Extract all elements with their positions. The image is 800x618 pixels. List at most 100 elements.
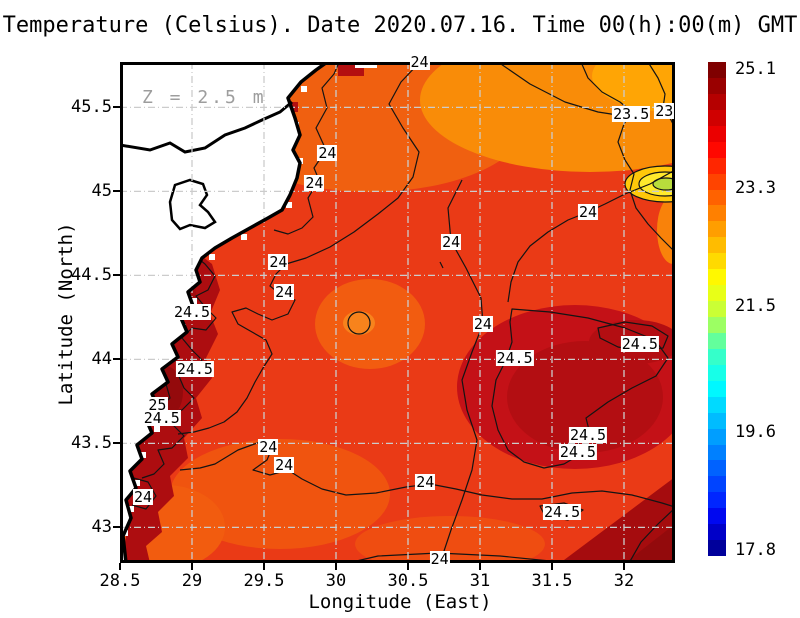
x-axis-tick	[191, 563, 193, 570]
river-line	[120, 100, 293, 154]
contour-label: 24	[274, 456, 295, 475]
y-tick-label: 45	[91, 181, 112, 202]
x-axis-tick	[551, 563, 553, 570]
colorbar-segment	[708, 253, 726, 270]
colorbar-segment	[708, 460, 726, 477]
coastline	[121, 62, 331, 563]
y-axis-tick	[113, 442, 120, 445]
colorbar-segment	[708, 285, 726, 302]
colorbar-segment	[708, 364, 726, 381]
x-axis-tick	[623, 563, 625, 570]
colorbar-segment	[708, 476, 726, 493]
colorbar-segment	[708, 332, 726, 349]
colorbar-tick-label: 21.5	[735, 296, 776, 317]
depth-annotation: Z = 2.5 m	[142, 87, 267, 108]
plot-frame	[120, 62, 675, 563]
contour-label: 24	[268, 252, 289, 271]
x-tick-label: 28.5	[99, 571, 141, 591]
contour-label: 24	[317, 143, 338, 162]
y-tick-label: 44.5	[71, 265, 112, 286]
colorbar-segment	[708, 141, 726, 158]
x-axis-tick	[407, 563, 409, 570]
colorbar-segment	[708, 444, 726, 461]
y-axis-tick	[113, 358, 120, 361]
contour-label: 24	[258, 437, 279, 456]
x-tick-label: 32	[613, 571, 635, 591]
contour-label: 24	[274, 283, 295, 302]
colorbar-segment	[708, 205, 726, 222]
sea-shading	[120, 62, 675, 563]
x-tick-label: 29	[181, 571, 203, 591]
contour-label: 24.5	[495, 348, 534, 367]
contour-label: 25	[147, 395, 168, 414]
colorbar-segment	[708, 173, 726, 190]
colorbar	[708, 62, 726, 557]
x-axis-tick	[479, 563, 481, 570]
contour-label: 24	[415, 473, 436, 491]
x-tick-label: 30	[325, 571, 347, 591]
colorbar-segment	[708, 301, 726, 317]
colorbar-segment	[708, 109, 726, 126]
x-tick-label: 31.5	[531, 571, 573, 591]
contour-label: 24.5	[543, 503, 582, 522]
map-plot-area: Z = 2.5 m 24 23.5 23 24 24 24 24 24 24 24.5 24 24.5…	[120, 54, 675, 568]
contour-label: 24.5	[620, 335, 659, 354]
colorbar-segment	[708, 221, 726, 238]
colorbar-segment	[708, 380, 726, 397]
x-axis-tick	[119, 563, 121, 570]
colorbar-segment	[708, 428, 726, 445]
contour-label: 24	[429, 550, 450, 569]
x-axis-tick	[263, 563, 265, 570]
colorbar-segment	[708, 77, 726, 94]
colorbar-segment	[708, 524, 726, 541]
colorbar-segment	[708, 237, 726, 254]
contour-label: 24.5	[558, 442, 597, 461]
colorbar-segment	[708, 317, 726, 333]
y-tick-label: 43	[91, 517, 112, 538]
gridlines	[120, 62, 675, 563]
x-axis-tick	[335, 563, 337, 570]
colorbar-segment	[708, 125, 726, 142]
colorbar-segment	[708, 396, 726, 413]
y-axis-tick	[113, 526, 120, 529]
colorbar-segment	[708, 157, 726, 174]
x-axis-title: Longitude (East)	[308, 591, 492, 613]
contour-label: 24.5	[175, 360, 214, 379]
page-title: Temperature (Celsius). Date 2020.07.16. …	[2, 13, 798, 38]
colorbar-segment	[708, 412, 726, 429]
y-tick-label: 44	[91, 349, 112, 370]
colorbar-tick-label: 25.1	[735, 59, 776, 80]
contour-label: 24	[409, 53, 430, 71]
y-axis-title: Latitude (North)	[55, 222, 77, 406]
colorbar-segment	[708, 540, 726, 557]
contour-label: 24	[577, 202, 599, 221]
temperature-contour-map	[120, 62, 675, 563]
contour-label: 24	[133, 488, 154, 507]
contour-label: 24	[304, 173, 325, 192]
contour-label: 24.5	[172, 303, 212, 322]
contour-label: 24.5	[142, 409, 181, 428]
colorbar-segment	[708, 492, 726, 509]
colorbar-segment	[708, 93, 726, 110]
y-tick-label: 45.5	[71, 97, 112, 118]
x-tick-label: 29.5	[243, 571, 285, 591]
y-tick-label: 43.5	[71, 433, 112, 454]
y-axis-tick	[113, 190, 120, 193]
colorbar-tick-label: 23.3	[735, 177, 776, 198]
contour-label: 23.5	[612, 105, 651, 124]
colorbar-segment	[708, 62, 726, 78]
contour-label: 23	[654, 101, 675, 120]
y-axis-tick	[113, 274, 120, 277]
colorbar-segment	[708, 348, 726, 365]
contour-label: 24.5	[568, 425, 608, 444]
colorbar-tick-label: 19.6	[735, 421, 776, 442]
colorbar-tick-label: 17.8	[735, 540, 776, 561]
colorbar-segment	[708, 269, 726, 286]
contour-label: 24	[472, 315, 493, 334]
colorbar-segment	[708, 508, 726, 525]
x-tick-label: 30.5	[387, 571, 429, 591]
colorbar-segment	[708, 189, 726, 206]
x-tick-label: 31	[469, 571, 491, 591]
y-axis-tick	[113, 106, 120, 109]
